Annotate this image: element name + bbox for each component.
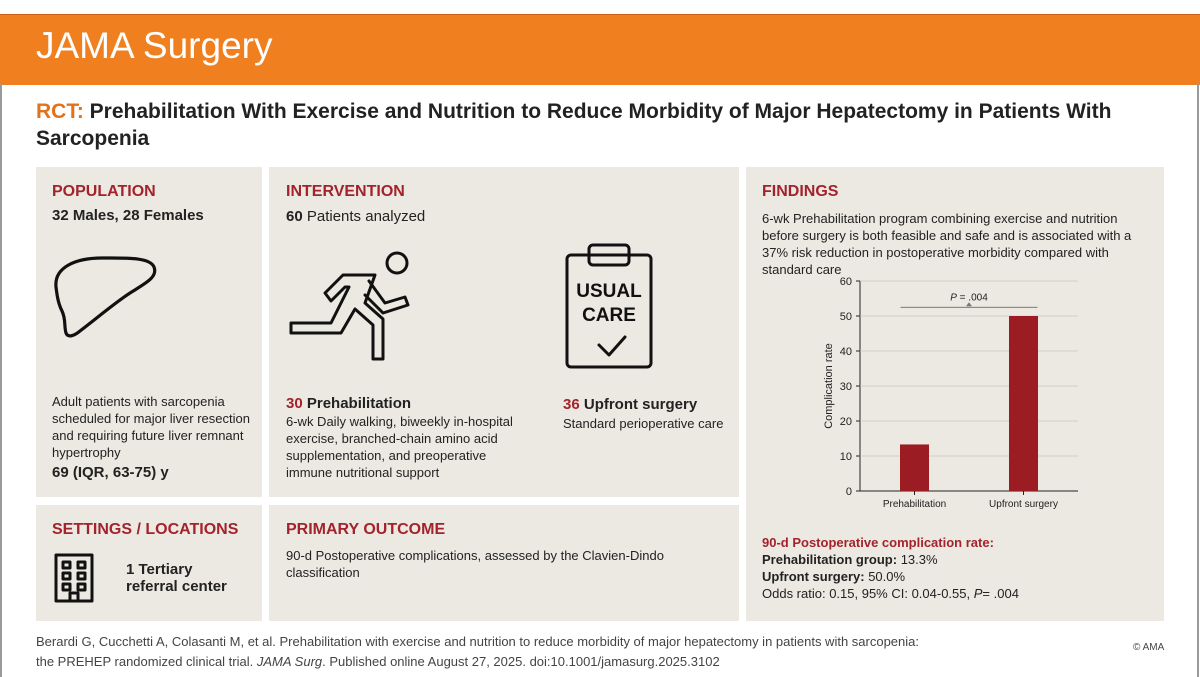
patients-analyzed-label: Patients analyzed [306, 208, 426, 225]
significance-marker [966, 302, 972, 307]
patients-analyzed: 60 Patients analyzed [286, 208, 425, 225]
upfront-arm-count: 36 [563, 396, 580, 413]
population-description: Adult patients with sarcopenia scheduled… [52, 394, 250, 460]
copyright: © AMA [1133, 642, 1165, 653]
clipboard-text-usual: USUAL [576, 281, 642, 302]
summary-upfront: Upfront surgery: 50.0% [762, 568, 905, 585]
citation-line1: Berardi G, Cucchetti A, Colasanti M, et … [36, 634, 919, 649]
y-tick-label: 40 [840, 346, 852, 358]
chart-axes: 0 10 20 30 40 50 60 Complication rate Prehabilit… [823, 276, 1078, 510]
y-tick-label: 30 [840, 381, 852, 393]
settings-line1: 1 Tertiary [126, 561, 193, 578]
settings-panel: SETTINGS / LOCATIONS 1 Tertiary referral… [36, 505, 262, 621]
findings-header: FINDINGS [762, 183, 839, 200]
journal-title: JAMA Surgery [36, 25, 273, 66]
population-age: 69 (IQR, 63-75) y [52, 464, 169, 481]
settings-header: SETTINGS / LOCATIONS [52, 521, 239, 538]
citation-line2-end: . Published online August 27, 2025. doi:… [322, 654, 720, 669]
summary-upfront-value: 50.0% [868, 569, 906, 584]
y-tick-label: 10 [840, 451, 852, 463]
y-axis-label: Complication rate [823, 343, 835, 429]
summary-upfront-label: Upfront surgery: [762, 569, 865, 584]
significance-p-value: = .004 [957, 292, 988, 303]
x-tick-label: Upfront surgery [989, 499, 1058, 510]
y-tick-label: 0 [846, 486, 852, 498]
upfront-arm-title: 36 Upfront surgery [563, 396, 697, 413]
clipboard-text-care: CARE [582, 305, 636, 326]
y-tick-label: 20 [840, 416, 852, 428]
patients-analyzed-count: 60 [286, 208, 303, 225]
significance-p-letter: P [950, 292, 957, 303]
prehab-arm-count: 30 [286, 395, 303, 412]
population-subtitle: 32 Males, 28 Females [52, 207, 204, 224]
x-tick-label: Prehabilitation [883, 499, 946, 510]
complication-rate-chart: 0 10 20 30 40 50 60 Complication rate Prehabilit… [823, 276, 1078, 510]
primary-outcome-panel: PRIMARY OUTCOME 90-d Postoperative compl… [269, 505, 739, 621]
summary-prehab: Prehabilitation group: 13.3% [762, 551, 938, 568]
clipboard-icon: USUAL CARE [565, 243, 653, 369]
frame-right [1197, 84, 1199, 677]
summary-title: 90-d Postoperative complication rate: [762, 535, 994, 550]
primary-outcome-header: PRIMARY OUTCOME [286, 521, 446, 538]
page-title: RCT: Prehabilitation With Exercise and N… [36, 98, 1156, 152]
summary-prehab-label: Prehabilitation group: [762, 552, 898, 567]
settings-line2: referral center [126, 578, 227, 595]
building-icon [54, 553, 94, 603]
odds-ratio-prefix: Odds ratio: 0.15, 95% CI: 0.04-0.55, [762, 586, 971, 601]
prehab-arm-title: 30 Prehabilitation [286, 395, 411, 412]
findings-panel: FINDINGS 6-wk Prehabilitation program co… [746, 167, 1164, 621]
citation-line2-start: the PREHEP randomized clinical trial. [36, 654, 254, 669]
findings-text: 6-wk Prehabilitation program combining e… [762, 211, 1132, 277]
intervention-panel: INTERVENTION 60 Patients analyzed USUAL … [269, 167, 739, 497]
bar-upfront-surgery [1009, 316, 1038, 491]
liver-icon [54, 256, 157, 338]
bar-prehabilitation [900, 444, 929, 491]
intervention-header: INTERVENTION [286, 183, 405, 200]
running-person-icon [289, 251, 410, 361]
significance-label: P = .004 [950, 292, 988, 303]
citation: Berardi G, Cucchetti A, Colasanti M, et … [36, 632, 919, 672]
summary-odds-ratio: Odds ratio: 0.15, 95% CI: 0.04-0.55, P= … [762, 585, 1019, 602]
frame-left [0, 84, 2, 677]
study-title: Prehabilitation With Exercise and Nutrit… [36, 100, 1112, 150]
prehab-arm-description: 6-wk Daily walking, biweekly in-hospital… [286, 414, 513, 480]
odds-ratio-p-value: = .004 [982, 586, 1019, 601]
top-strip [0, 0, 1200, 14]
chart-bars [900, 316, 1038, 491]
y-tick-label: 60 [840, 276, 852, 288]
upfront-arm-label: Upfront surgery [583, 396, 698, 413]
summary-prehab-value: 13.3% [900, 552, 938, 567]
citation-journal: JAMA Surg [256, 654, 323, 669]
y-tick-label: 50 [840, 311, 852, 323]
study-type-tag: RCT: [36, 100, 84, 123]
odds-ratio-p-letter: P [973, 586, 983, 601]
journal-banner: JAMA Surgery [0, 14, 1200, 85]
upfront-arm-description: Standard perioperative care [563, 416, 724, 431]
prehab-arm-label: Prehabilitation [306, 395, 412, 412]
population-panel: POPULATION 32 Males, 28 Females Adult pa… [36, 167, 262, 497]
population-header: POPULATION [52, 183, 156, 200]
primary-outcome-text: 90-d Postoperative complications, assess… [286, 548, 664, 580]
citation-line2: the PREHEP randomized clinical trial. JA… [36, 652, 919, 672]
